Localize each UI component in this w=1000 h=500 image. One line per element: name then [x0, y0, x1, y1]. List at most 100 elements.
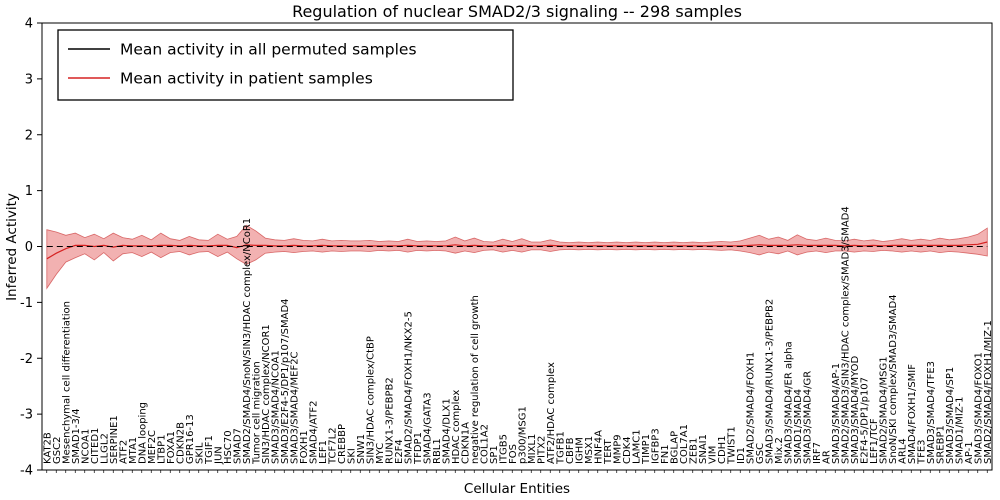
x-tick-label: VIM [707, 446, 718, 464]
x-tick-label: TFE3 [916, 439, 927, 465]
x-tick-label: E2F4 [394, 439, 405, 464]
x-tick-label: CDK4 [622, 436, 633, 464]
x-tick-label: SMAD1-3/4 [71, 408, 82, 464]
y-tick-label: 4 [25, 17, 33, 32]
x-tick-label: COL1A2 [479, 424, 490, 464]
patient-band-area [46, 224, 988, 290]
x-tick-label: SMAD7 [232, 428, 243, 464]
y-axis-label: Inferred Activity [4, 193, 20, 301]
x-tick-label: MEF2C [147, 430, 158, 464]
x-tick-label: HDAC complex [451, 390, 462, 464]
x-tick-label: Mesenchymal cell differentiation [61, 301, 72, 464]
x-tick-label: E2F4-5/DP1/p107 [859, 377, 870, 464]
x-tick-label: ITGB5 [498, 434, 509, 464]
x-tick-label: FN1 [660, 444, 671, 464]
x-tick-label: SMAD3/SMAD4/ER alpha [783, 341, 794, 464]
x-tick-label: GSC [755, 443, 766, 464]
x-tick-label: SMAD3/SMAD4/SP1 [945, 367, 956, 464]
y-tick-label: 2 [25, 128, 33, 143]
x-tick-label: SMAD4/GATA3 [422, 392, 433, 464]
x-tick-label: CBFB [565, 437, 576, 464]
x-axis-label: Cellular Entities [463, 481, 571, 497]
x-tick-label: ATF2 [118, 440, 129, 464]
x-tick-label: TERT [603, 438, 614, 465]
x-tick-label: FOXA1 [166, 431, 177, 464]
x-tick-label: BGLAP [669, 431, 680, 464]
x-tick-label: FOS [508, 444, 519, 464]
x-tick-label: SMAD1/SMAD4 [793, 389, 804, 464]
x-tick-label: ATF2/HDAC complex [546, 362, 557, 464]
x-tick-label: IGFBP3 [650, 428, 661, 464]
x-tick-label: DNA looping [137, 402, 148, 464]
x-tick-label: SMAD3/SMAD4/RUNX1-3/PEBPB2 [764, 299, 775, 464]
x-tick-label: SMAD2/SMAD4/FOXH1/NKX2-5 [403, 311, 414, 464]
y-tick-label: -2 [20, 352, 33, 367]
x-tick-label: TCF7L2 [327, 427, 338, 465]
x-tick-label: ARL4 [897, 438, 908, 464]
x-tick-label: SMAD4/ATF2 [308, 400, 319, 464]
x-tick-label: FOXH1 [299, 430, 310, 464]
x-tick-label: SMAD3/SMAD4/GR [802, 371, 813, 464]
legend-label-1: Mean activity in patient samples [120, 70, 373, 88]
x-tick-label: ZEB1 [688, 438, 699, 464]
x-tick-label: SMAD3/SMAD4/TFE3 [926, 361, 937, 464]
x-tick-label: CDKN1A [460, 422, 471, 464]
x-tick-label: KAT2B [42, 432, 53, 464]
x-tick-label: SNAI1 [698, 434, 709, 464]
x-tick-label: p300/MSG1 [517, 406, 528, 464]
y-tick-label: 0 [25, 240, 33, 255]
x-tick-label: TGIF1 [204, 435, 215, 465]
x-tick-label: ID1 [736, 447, 747, 464]
x-tick-label: SMAD3/SMAD4/MEF2C [289, 351, 300, 464]
x-tick-label: JUN [213, 446, 224, 465]
x-tick-label: IRF7 [812, 442, 823, 464]
x-tick-label: GSC2 [52, 437, 63, 464]
x-tick-label: TFDP1 [413, 432, 424, 465]
x-tick-label: COL7A1 [679, 424, 690, 464]
x-tick-label: CDKN2B [175, 422, 186, 464]
x-tick-label: RUNX1-3/PEBPB2 [384, 377, 395, 464]
x-tick-label: LAMC1 [631, 429, 642, 464]
x-tick-label: SMAD3/SMAD4/FOXO1 [973, 352, 984, 464]
x-tick-label: SREBP1 [935, 425, 946, 464]
x-tick-label: negative regulation of cell growth [470, 295, 481, 464]
legend-label-0: Mean activity in all permuted samples [120, 41, 417, 59]
x-tick-label: SMAD3/E2F4-5/DP1/p107/SMAD4 [280, 298, 291, 464]
x-tick-label: LTBP1 [156, 434, 167, 464]
y-tick-label: -3 [20, 408, 33, 423]
x-tick-label: MIXL1 [527, 434, 538, 464]
x-tick-label: CITED1 [90, 428, 101, 464]
x-tick-label: TWIST1 [726, 426, 737, 465]
x-tick-label: NCOA1 [80, 429, 91, 464]
chart-title: Regulation of nuclear SMAD2/3 signaling … [292, 2, 742, 21]
legend-box [57, 29, 514, 101]
x-tick-label: SMAD1/MIZ-1 [954, 397, 965, 464]
x-tick-label: SnoN/SKI complex/SMAD3/SMAD4 [888, 294, 899, 464]
x-tick-label: GPR16-13 [185, 414, 196, 464]
x-tick-label: SMAD2/SMAD4/SnoN/SIN3/HDAC complex/NCoR1 [242, 218, 253, 464]
x-tick-label: SMAD2/SMAD4/FOXH1 [745, 352, 756, 464]
x-tick-label: SMAD3/SMAD4/AP-1 [831, 363, 842, 464]
x-tick-label: SMAD2/SMAD4/MSG1 [878, 356, 889, 464]
y-tick-label: -1 [20, 296, 33, 311]
x-tick-label: RBL1 [432, 438, 443, 464]
patient-mean-line [46, 241, 988, 260]
x-tick-label: CREBBP [337, 424, 348, 464]
x-tick-label: SMAD4/DLX1 [441, 398, 452, 464]
x-tick-label: LEF1 [318, 440, 329, 464]
x-tick-label: MSX1 [584, 436, 595, 464]
x-tick-label: SKIL [194, 442, 205, 464]
x-tick-label: SKI [346, 448, 357, 464]
x-tick-label: MTA1 [128, 437, 139, 464]
x-tick-label: HNF4A [593, 430, 604, 464]
x-tick-label: SMAD3/SMAD4/NCOA1 [270, 350, 281, 464]
x-tick-label: SERPINE1 [109, 415, 120, 464]
x-tick-label: CDH1 [717, 435, 728, 464]
x-tick-label: TGFB1 [555, 431, 566, 465]
x-tick-label: SMAD2/SMAD4/FOXH1/MIZ-1 [983, 320, 994, 464]
x-tick-label: PITX2 [536, 436, 547, 464]
x-tick-label: SIN3/HDAC complex/CtBP [365, 336, 376, 464]
y-tick-label: 1 [25, 184, 33, 199]
